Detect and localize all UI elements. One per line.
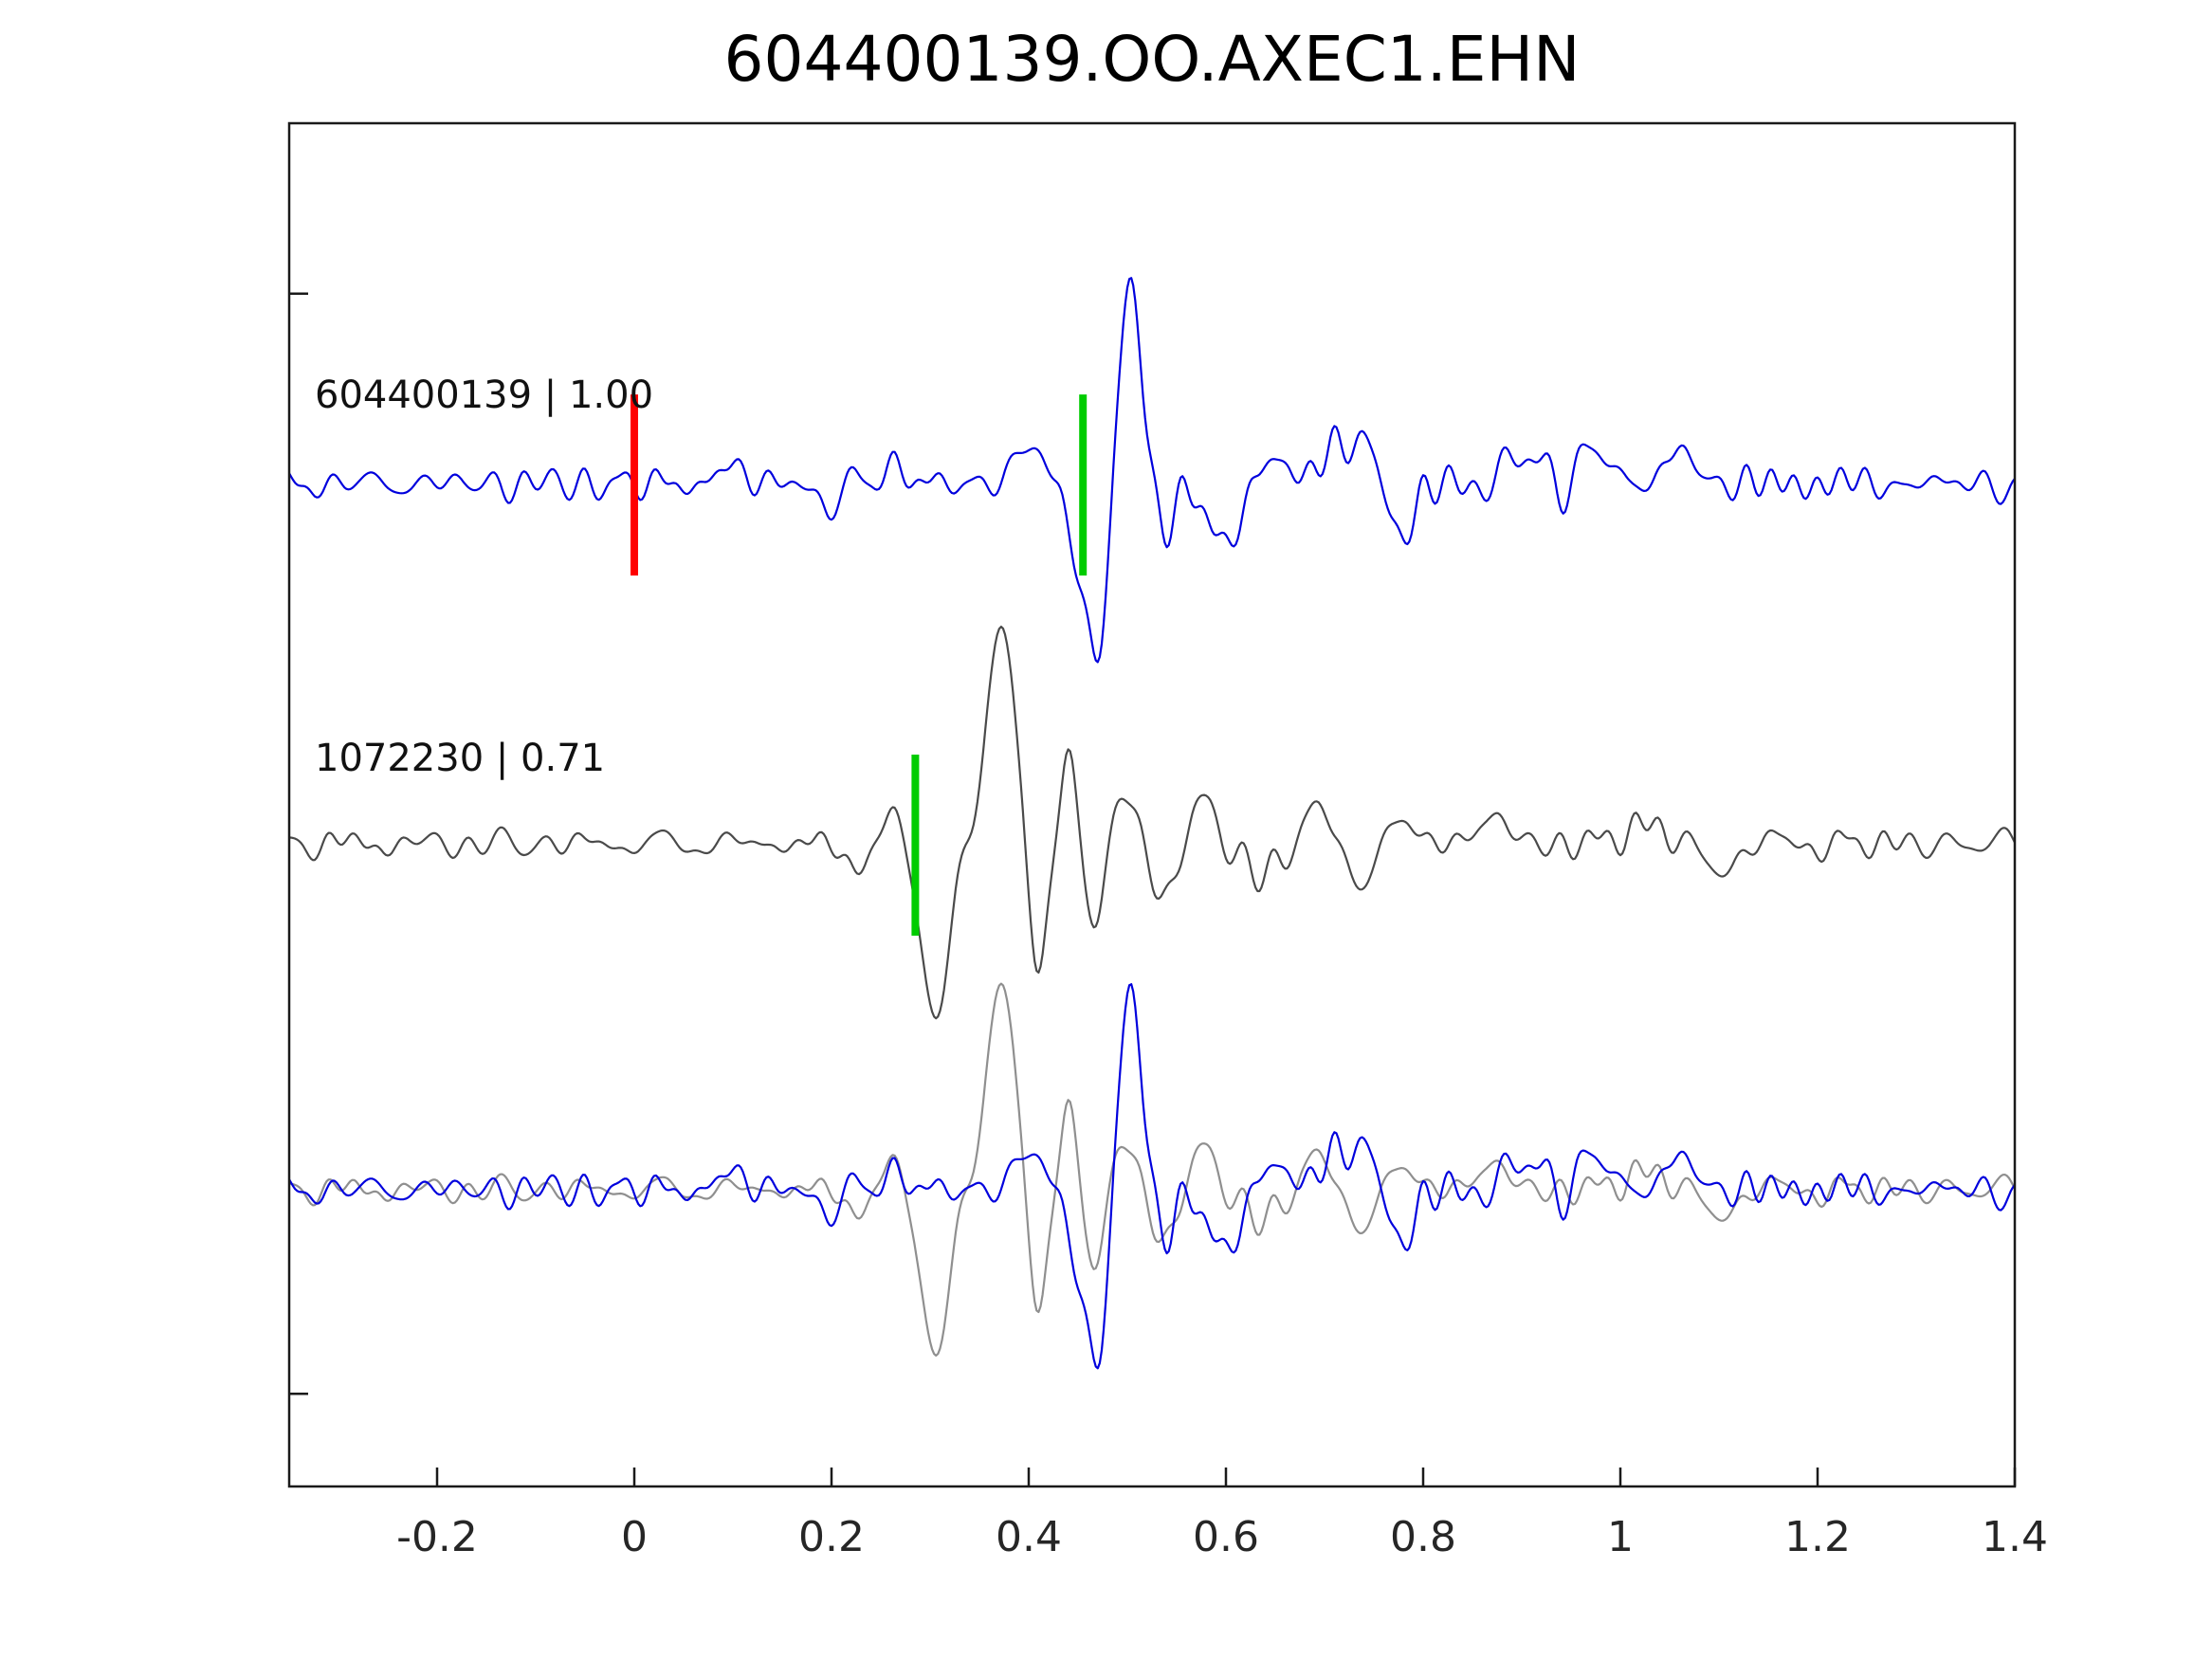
trace-label-template: 604400139 | 1.00 [315,374,653,417]
axis-ticks: -0.2 0 0.2 0.4 0.6 0.8 1 1.2 1.4 [289,292,2048,1561]
x-tick-label: 0.8 [1390,1513,1456,1561]
pick-markers [631,394,1088,936]
waveform-trace-dark_gray [289,626,2015,1020]
x-tick-label: -0.2 [396,1513,478,1561]
x-tick-label: 0.2 [798,1513,865,1561]
plot-border [287,121,2017,1488]
x-tick-label: 0.4 [996,1513,1062,1561]
waveform-trace-light_gray [289,982,2015,1357]
x-tick-label: 1.4 [1982,1513,2048,1561]
waveform-trace-blue [289,983,2015,1370]
waveform-trace-blue [289,277,2015,664]
trace-label-detection: 1072230 | 0.71 [315,737,605,780]
x-tick-label: 1 [1607,1513,1634,1561]
x-tick-label: 1.2 [1784,1513,1851,1561]
chart-title: 604400139.OO.AXEC1.EHN [724,23,1581,96]
x-tick-label: 0 [621,1513,648,1561]
waveform-traces [289,277,2015,1370]
x-tick-label: 0.6 [1193,1513,1259,1561]
